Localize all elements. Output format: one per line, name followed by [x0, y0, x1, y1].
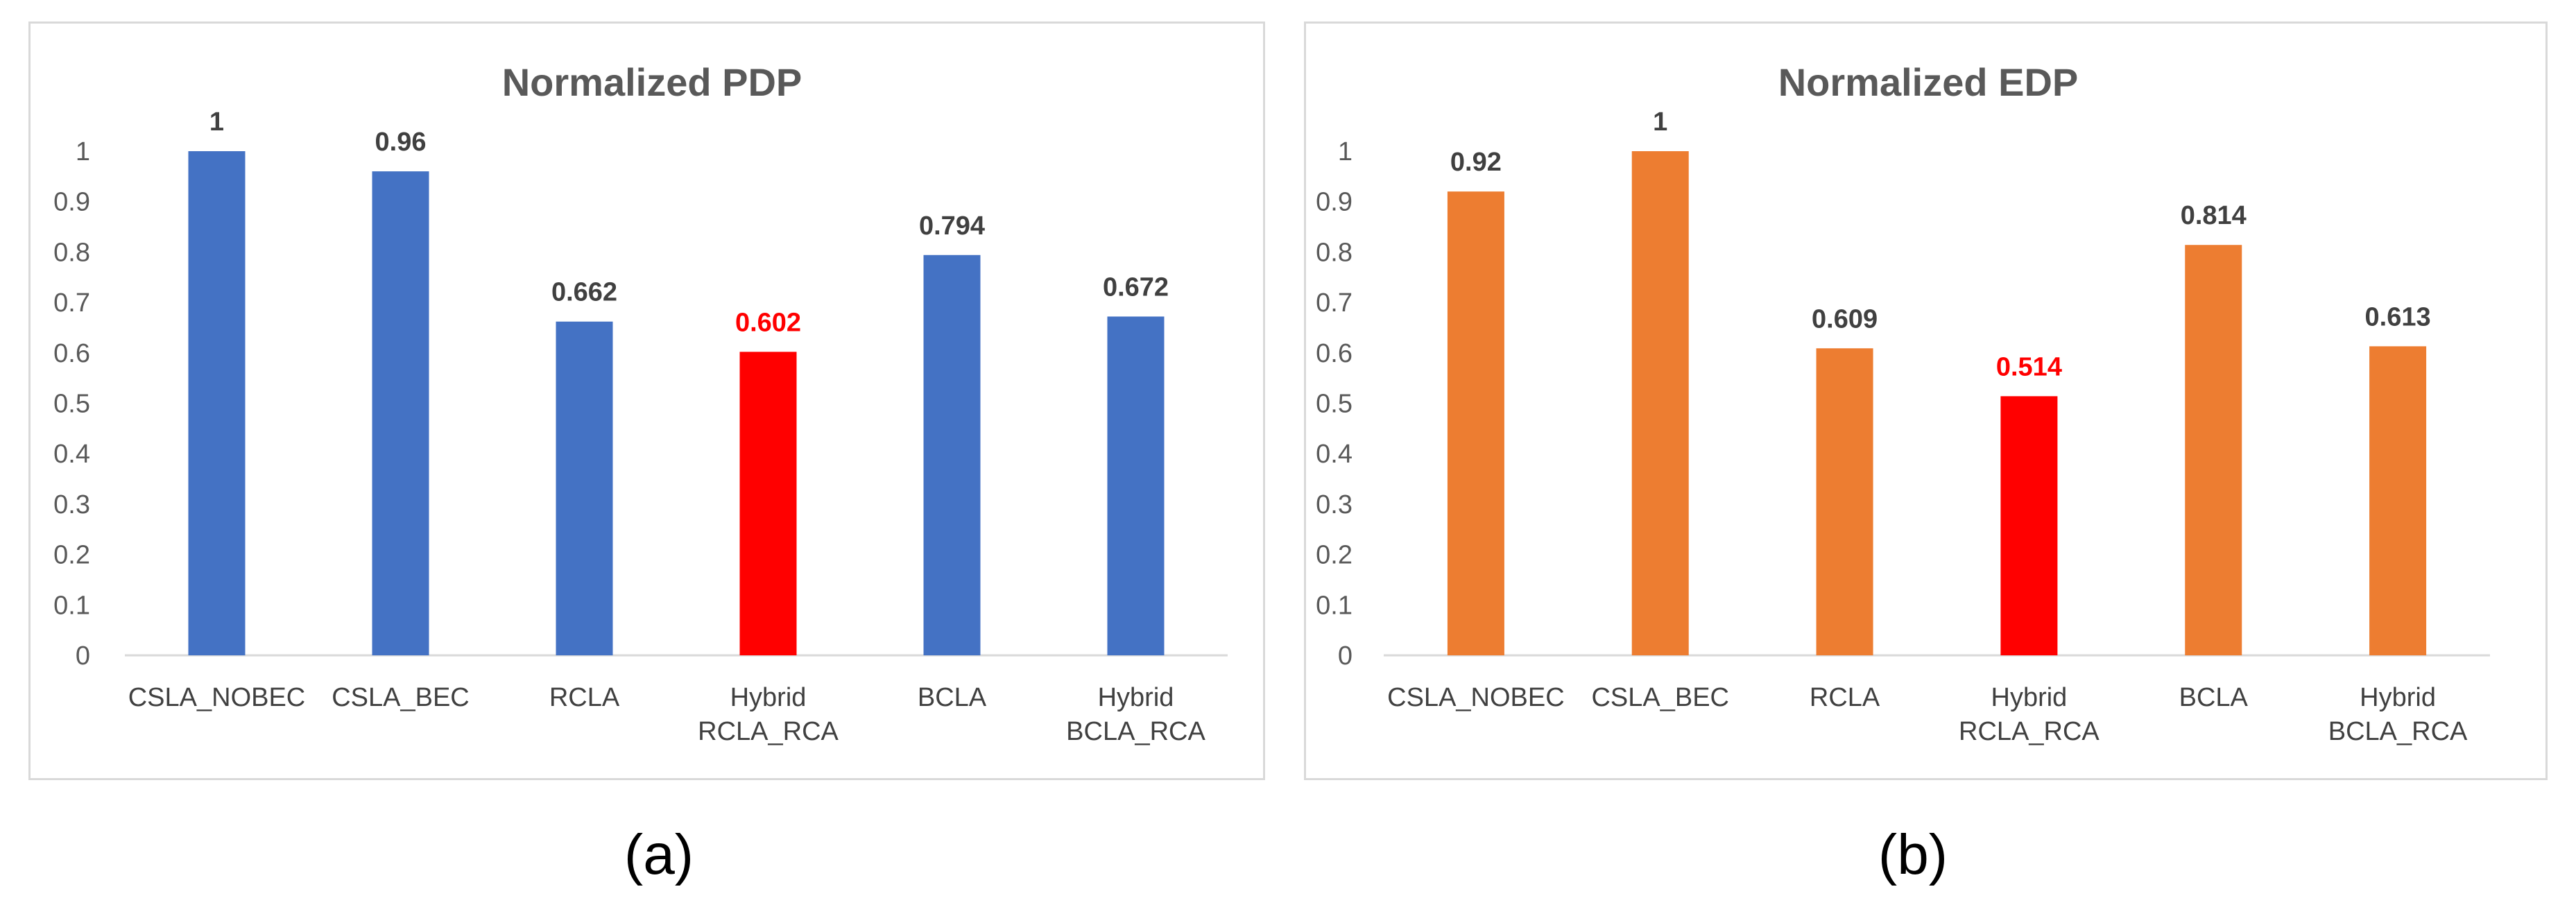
chart-a-category-label: Hybrid	[1098, 683, 1174, 712]
chart-a-title: Normalized PDP	[502, 60, 802, 104]
chart-a-ytick-label: 0.9	[53, 188, 90, 217]
chart-a-ytick-label: 0.8	[53, 238, 90, 267]
chart-b-category-label: BCLA	[2179, 683, 2249, 712]
chart-b-ytick-label: 0.1	[1316, 591, 1353, 620]
chart-b-ytick-label: 0.3	[1316, 490, 1353, 519]
chart-b-bar	[2185, 245, 2242, 655]
chart-b-category-label: CSLA_NOBEC	[1387, 683, 1565, 712]
chart-b-bar	[2369, 346, 2427, 655]
chart-b-category-label: Hybrid	[2360, 683, 2436, 712]
chart-a-category-label: CSLA_NOBEC	[128, 683, 306, 712]
chart-b-ytick-label: 0.8	[1316, 238, 1353, 267]
chart-b-ytick-label: 0.2	[1316, 541, 1353, 570]
chart-a-category-label: BCLA	[918, 683, 987, 712]
chart-a-category-label: RCLA_RCA	[698, 717, 839, 746]
chart-b-data-label: 0.613	[2365, 302, 2431, 331]
caption-b: (b)	[1878, 823, 1948, 886]
chart-a-data-label: 0.602	[735, 308, 801, 337]
chart-b-marks: 0 0.1 0.2 0.3 0.4 0.5 0.6 0.7 0.8 0.9 1 0.92 CSLA_NO…	[1316, 107, 2490, 746]
chart-a-data-label: 0.794	[919, 212, 985, 241]
chart-a-ytick-label: 0.4	[53, 440, 90, 469]
chart-b-ytick-label: 0.9	[1316, 188, 1353, 217]
chart-a-data-label: 0.662	[551, 278, 617, 307]
caption-a: (a)	[624, 823, 694, 886]
chart-b-category-label: Hybrid	[1991, 683, 2068, 712]
chart-a-marks: 0 0.1 0.2 0.3 0.4 0.5 0.6 0.7 0.8 0.9 1 1 CSLA_NOBEC…	[53, 107, 1228, 746]
chart-b-data-label: 0.609	[1812, 304, 1878, 334]
chart-b-ytick-label: 0.6	[1316, 339, 1353, 368]
chart-a-data-label: 0.672	[1103, 273, 1169, 302]
chart-b-bar	[1816, 348, 1873, 655]
chart-a-category-label: BCLA_RCA	[1066, 717, 1205, 746]
chart-a-bar	[923, 255, 981, 656]
chart-a-ytick-label: 0.7	[53, 288, 90, 318]
chart-a-ytick-label: 0.1	[53, 591, 90, 620]
chart-b-ytick-label: 0	[1338, 641, 1353, 671]
chart-a-category-label: Hybrid	[730, 683, 807, 712]
chart-b-bar	[1447, 191, 1504, 655]
chart-b-data-label: 1	[1653, 107, 1667, 137]
chart-b-category-label: RCLA_RCA	[1959, 717, 2100, 746]
chart-a-bar	[188, 151, 246, 655]
chart-panel-b	[1304, 21, 2548, 780]
chart-b-bar	[2000, 396, 2058, 655]
chart-b-ytick-label: 1	[1338, 137, 1353, 166]
chart-a-data-label: 1	[209, 107, 224, 137]
chart-a-ytick-label: 0.3	[53, 490, 90, 519]
chart-a-category-label: RCLA	[549, 683, 620, 712]
chart-b-data-label: 0.92	[1450, 148, 1502, 177]
chart-b-ytick-label: 0.5	[1316, 390, 1353, 419]
chart-a-category-label: CSLA_BEC	[332, 683, 470, 712]
chart-a-data-label: 0.96	[375, 128, 427, 157]
chart-a-bar	[1107, 316, 1165, 655]
chart-a-ytick-label: 0.2	[53, 541, 90, 570]
chart-b-category-label: RCLA	[1810, 683, 1880, 712]
chart-a-bar	[372, 171, 429, 655]
chart-b-bar	[1631, 151, 1689, 655]
chart-b-ytick-label: 0.4	[1316, 440, 1353, 469]
chart-b-ytick-label: 0.7	[1316, 288, 1353, 318]
chart-b-data-label: 0.814	[2181, 201, 2247, 230]
chart-a-ytick-label: 1	[76, 137, 90, 166]
chart-a-ytick-label: 0.5	[53, 390, 90, 419]
chart-b-category-label: CSLA_BEC	[1591, 683, 1729, 712]
chart-a-bar	[739, 352, 797, 655]
chart-a-ytick-label: 0	[76, 641, 90, 671]
chart-b-data-label: 0.514	[1996, 352, 2062, 381]
chart-a-ytick-label: 0.6	[53, 339, 90, 368]
chart-b-title: Normalized EDP	[1778, 60, 2079, 104]
chart-b-category-label: BCLA_RCA	[2328, 717, 2468, 746]
chart-a-bar	[556, 321, 613, 655]
